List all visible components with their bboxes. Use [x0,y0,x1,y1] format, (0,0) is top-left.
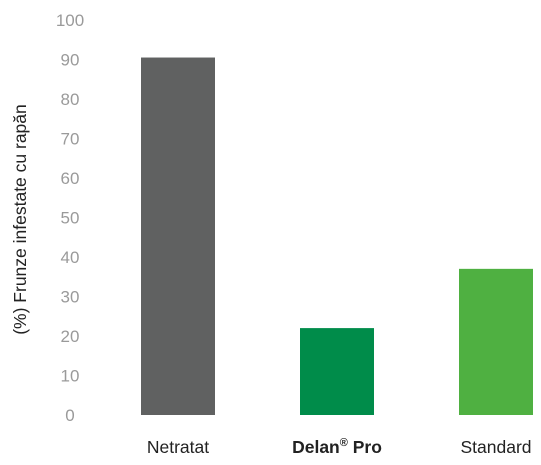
bar-delan [300,328,374,415]
y-axis-label-group: (%) Frunze infestate cu rapăn [10,104,30,335]
x-tick-label-suffix: Pro [348,437,382,457]
y-tick-label: 80 [61,90,80,109]
x-axis-labels: Netratat Delan® Pro Standard [147,437,532,457]
y-axis-ticks: 0 10 20 30 40 50 60 70 80 90 100 [56,11,84,425]
x-tick-label-superscript: ® [340,437,348,449]
y-tick-label: 60 [61,169,80,188]
bar-standard [459,268,533,415]
y-axis-title: (%) Frunze infestate cu rapăn [10,104,30,335]
y-tick-label: 0 [65,406,74,425]
x-tick-label: Standard [460,437,531,457]
x-tick-label: Netratat [147,437,209,457]
x-tick-label-text: Delan [292,437,340,457]
y-tick-label: 20 [61,327,80,346]
bars [141,57,533,416]
y-tick-label: 90 [61,51,80,70]
y-tick-label: 50 [61,209,80,228]
x-tick-label-text: Netratat [147,437,209,457]
x-tick-label: Delan® Pro [292,437,382,457]
x-tick-label-text: Standard [460,437,531,457]
y-tick-label: 40 [61,248,80,267]
bar-netratat [141,57,215,416]
y-tick-label: 30 [61,288,80,307]
y-tick-label: 70 [61,130,80,149]
y-tick-label: 10 [61,367,80,386]
y-tick-label: 100 [56,11,84,30]
